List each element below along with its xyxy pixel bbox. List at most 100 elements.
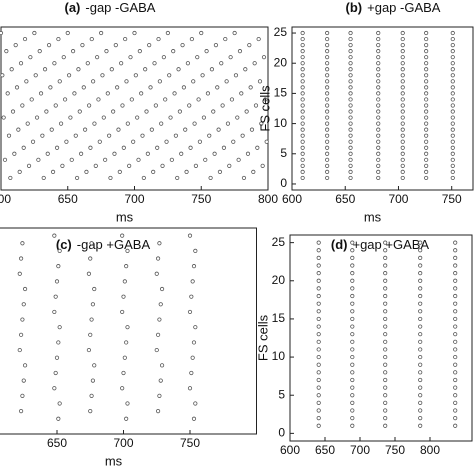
spike <box>70 49 76 54</box>
spike <box>124 264 129 269</box>
spike <box>300 49 305 54</box>
spike <box>56 416 61 421</box>
panel: (c) -gap +GABA 650 700 750 ms <box>0 227 257 468</box>
spike <box>350 309 355 314</box>
plot-frame <box>291 26 474 191</box>
spike <box>90 302 96 307</box>
spike <box>418 377 423 383</box>
panel-title-text: -gap -GABA <box>85 0 155 15</box>
spike <box>300 79 305 84</box>
spike <box>316 278 321 283</box>
spike <box>450 163 455 168</box>
spike <box>190 355 195 360</box>
spike <box>116 127 121 132</box>
spike <box>400 43 405 48</box>
spike <box>325 36 330 42</box>
spike <box>20 103 25 108</box>
spike <box>325 139 330 144</box>
y-tick-label: 15 <box>274 86 288 100</box>
spike <box>151 169 156 174</box>
spike <box>251 169 256 174</box>
spike <box>77 109 82 114</box>
spike <box>208 175 213 181</box>
spike <box>316 255 321 260</box>
spike <box>193 163 199 168</box>
spike <box>383 324 388 329</box>
panel-title: (c) -gap +GABA <box>56 237 151 252</box>
spike <box>350 316 355 322</box>
spike <box>350 393 355 398</box>
spike <box>316 423 321 428</box>
x-tick-label: 650 <box>315 443 335 457</box>
spike <box>255 145 260 150</box>
spike <box>400 67 405 72</box>
spike <box>383 332 388 337</box>
spike <box>418 278 423 283</box>
spike <box>348 91 353 96</box>
panel-label: (b) <box>346 0 363 15</box>
x-tick-label: 800 <box>258 192 278 206</box>
spike <box>418 423 423 428</box>
spike <box>87 103 92 108</box>
spike <box>175 175 180 181</box>
spike <box>325 109 330 114</box>
spike <box>376 85 381 90</box>
spike <box>103 157 108 162</box>
spike <box>453 271 458 276</box>
spike <box>52 233 57 238</box>
spike <box>89 36 94 42</box>
spike <box>453 301 458 306</box>
spike <box>418 255 423 260</box>
spike <box>325 115 330 120</box>
spike <box>418 416 423 421</box>
spike <box>418 385 423 390</box>
spike <box>113 43 118 48</box>
spike <box>453 248 458 253</box>
panel-label: (a) <box>65 0 81 15</box>
y-tick-label: 0 <box>280 176 287 190</box>
spike <box>424 73 429 78</box>
spike <box>18 61 24 66</box>
spike <box>300 73 305 78</box>
spike <box>400 55 405 60</box>
spike <box>42 67 48 72</box>
spike <box>424 61 429 66</box>
spike <box>121 145 126 150</box>
spike <box>300 36 305 42</box>
spike <box>179 151 184 156</box>
spike <box>348 127 353 132</box>
spike <box>155 145 160 150</box>
x-axis-label: ms <box>364 209 382 224</box>
spike <box>18 332 24 337</box>
spike <box>193 325 198 330</box>
spike <box>49 127 54 132</box>
spike <box>136 157 141 162</box>
spike <box>167 73 172 78</box>
spike <box>418 408 423 413</box>
spike <box>216 127 221 132</box>
spike <box>348 139 353 144</box>
panel-label: (c) <box>56 237 72 252</box>
spike <box>325 175 330 181</box>
spike <box>45 151 50 156</box>
spike <box>383 286 388 291</box>
spike <box>316 309 321 314</box>
spike <box>140 133 145 138</box>
spike <box>132 30 137 36</box>
spike <box>120 386 125 391</box>
spike <box>123 36 128 42</box>
spike <box>154 271 159 276</box>
spike <box>163 97 168 102</box>
spike <box>121 370 126 376</box>
spike <box>196 97 201 102</box>
spike <box>424 103 429 108</box>
spike <box>72 91 77 96</box>
spike <box>453 309 458 314</box>
spike <box>450 169 455 174</box>
spike <box>224 79 229 84</box>
spike <box>325 73 330 78</box>
spike <box>418 354 423 360</box>
spike <box>418 370 423 375</box>
spike <box>173 133 178 138</box>
spike <box>105 91 110 96</box>
